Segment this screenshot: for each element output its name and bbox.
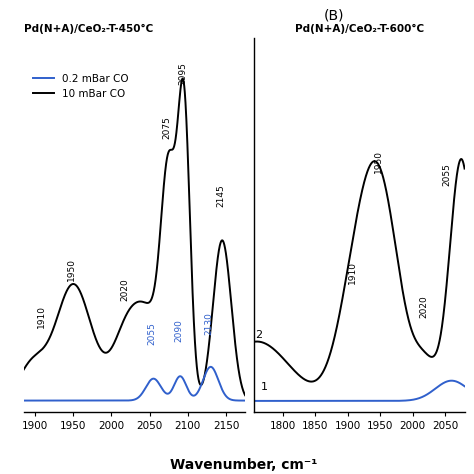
Text: Pd(N+A)/CeO₂-T-450°C: Pd(N+A)/CeO₂-T-450°C	[24, 24, 153, 34]
Text: 1950: 1950	[374, 150, 383, 173]
Text: 2020: 2020	[420, 295, 429, 318]
Text: 1910: 1910	[348, 261, 357, 284]
Text: 2055: 2055	[443, 164, 452, 186]
Text: 2: 2	[255, 330, 263, 340]
Text: Wavenumber, cm⁻¹: Wavenumber, cm⁻¹	[171, 457, 318, 472]
Text: 2075: 2075	[163, 116, 172, 139]
Text: (B): (B)	[324, 9, 344, 23]
Text: 1: 1	[261, 383, 268, 392]
Text: 2020: 2020	[121, 278, 130, 301]
Text: 1910: 1910	[37, 305, 46, 328]
Legend: 0.2 mBar CO, 10 mBar CO: 0.2 mBar CO, 10 mBar CO	[29, 69, 133, 103]
Text: 2090: 2090	[174, 319, 183, 342]
Text: Pd(N+A)/CeO₂-T-600°C: Pd(N+A)/CeO₂-T-600°C	[294, 24, 424, 34]
Text: 2145: 2145	[216, 184, 225, 207]
Text: 2055: 2055	[147, 322, 156, 345]
Text: 2095: 2095	[178, 62, 187, 85]
Text: 2130: 2130	[205, 312, 214, 335]
Text: 1950: 1950	[67, 258, 76, 281]
